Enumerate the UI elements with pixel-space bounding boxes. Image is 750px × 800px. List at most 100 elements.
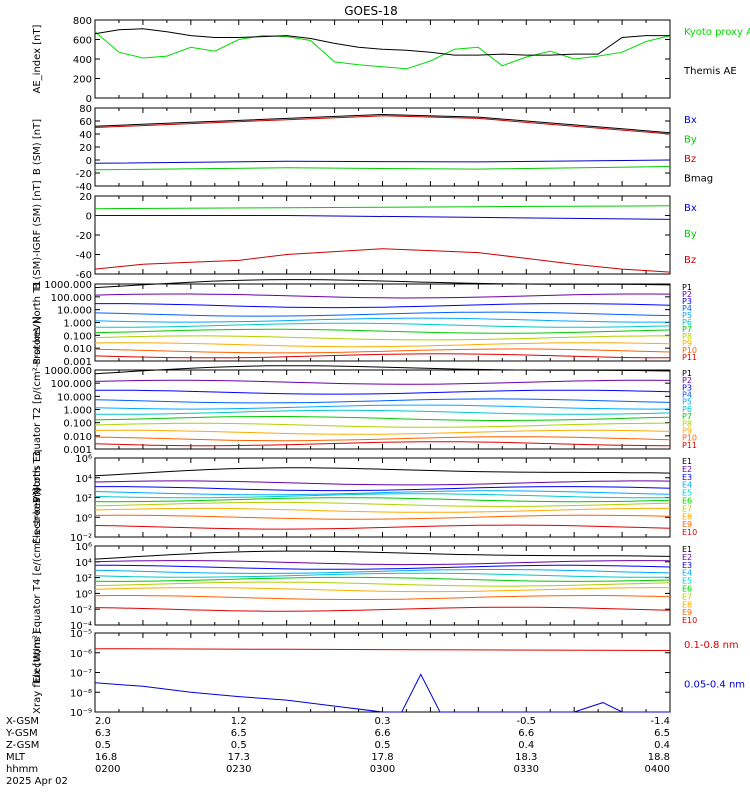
- legend-entry: 0.1-0.8 nm: [684, 640, 739, 651]
- series-line: [95, 215, 671, 220]
- legend-entry: P6: [682, 405, 692, 414]
- ytick-label: 10²: [75, 574, 92, 585]
- legend-entry: E2: [682, 553, 692, 562]
- channel-line: [94, 365, 671, 375]
- ephem-value: 0.4: [654, 740, 670, 751]
- ephem-value: 6.3: [95, 728, 111, 739]
- channel-line: [94, 501, 671, 507]
- channel-line: [94, 507, 670, 513]
- panel-1: 0 200 400 600 800 AE_index [nT] Kyoto proxy AE…: [32, 16, 750, 105]
- ytick-label: 10⁰: [75, 589, 92, 600]
- ephem-row-label: MLT: [6, 752, 26, 763]
- legend-entry: By: [684, 135, 697, 146]
- ytick-label: 10.000: [57, 392, 92, 403]
- legend-entry: E7: [682, 592, 692, 601]
- ephem-value: 6.6: [518, 728, 534, 739]
- legend-entry: 0.05-0.4 nm: [684, 680, 745, 691]
- channel-line: [94, 514, 671, 520]
- channel-line: [94, 293, 671, 299]
- ytick-label: 800: [73, 16, 92, 27]
- ephem-row-label: Y-GSM: [5, 728, 38, 739]
- ytick-label: -60: [76, 270, 92, 281]
- legend-entry: By: [684, 229, 697, 240]
- channel-line: [94, 480, 671, 486]
- series-line: [94, 115, 671, 135]
- ephem-row-label: hhmm: [6, 764, 38, 775]
- legend-entry: E9: [682, 608, 692, 617]
- ephem-value: 0300: [370, 764, 395, 775]
- ytick-label: 10⁻⁹: [70, 708, 92, 719]
- ytick-label: 10⁴: [75, 474, 92, 485]
- panel-5: 0.0010.0100.1001.00010.000100.0001000.00…: [32, 316, 697, 503]
- panel-8: 10⁻⁹ 10⁻⁸ 10⁻⁷ 10⁻⁶ 10⁻⁵ Xray flux [W/m²] 0.1-…: [32, 629, 745, 719]
- channel-line: [94, 581, 671, 587]
- ytick-label: 10⁻²: [70, 605, 92, 616]
- ephem-value: 0200: [95, 764, 120, 775]
- channel-line: [94, 422, 670, 428]
- channel-line: [94, 317, 670, 323]
- legend-entry: P9: [682, 426, 692, 435]
- legend-entry: E3: [682, 561, 692, 570]
- legend-entry: P10: [682, 434, 697, 443]
- legend-entry: E5: [682, 489, 692, 498]
- channel-line: [94, 348, 671, 354]
- legend-entry: Themis AE: [683, 66, 737, 77]
- legend-entry: P1: [682, 369, 692, 378]
- ytick-label: 1.000: [63, 406, 92, 417]
- series-line: [94, 648, 671, 651]
- ytick-label: 200: [73, 75, 92, 86]
- ytick-label: 10⁶: [75, 454, 92, 465]
- series-line: [94, 205, 671, 210]
- channel-line: [94, 404, 671, 410]
- y-axis-label: B (SM)-IGRF (SM) [nT]: [32, 180, 43, 289]
- ephem-value: -1.4: [650, 716, 670, 727]
- channel-line: [94, 311, 671, 317]
- legend-entry: Kyoto proxy AE: [684, 27, 750, 38]
- ytick-label: 0.001: [63, 445, 92, 456]
- ephem-value: 0.5: [95, 740, 111, 751]
- legend-entry: P2: [682, 290, 692, 299]
- ytick-label: 100.000: [51, 293, 92, 304]
- channel-line: [94, 550, 671, 560]
- channel-line: [95, 486, 671, 492]
- ephem-value: 0330: [514, 764, 539, 775]
- legend-entry: E9: [682, 520, 692, 529]
- panel-frame: [94, 19, 671, 99]
- channel-line: [94, 606, 671, 612]
- ytick-label: -40: [76, 251, 92, 262]
- legend-entry: E4: [682, 481, 692, 490]
- channel-line: [95, 303, 671, 309]
- channel-line: [94, 379, 671, 385]
- channel-line: [94, 436, 671, 442]
- channel-line: [94, 441, 671, 447]
- ephem-value: 0.3: [375, 716, 391, 727]
- channel-line: [94, 322, 671, 328]
- ytick-label: 10⁻⁶: [70, 649, 92, 660]
- legend-entry: E2: [682, 465, 692, 474]
- channel-line: [94, 416, 671, 422]
- legend-entry: P6: [682, 318, 692, 327]
- ytick-label: 0: [86, 212, 92, 223]
- panel-3: -60 -40 -20 0 20 B (SM)-IGRF (SM) [nT] Bx By Bz: [32, 180, 697, 289]
- channel-line: [94, 493, 671, 499]
- ytick-label: 400: [73, 55, 92, 66]
- ephem-value: 17.3: [228, 752, 250, 763]
- legend-entry: P2: [682, 376, 692, 385]
- ytick-label: 0.010: [63, 432, 92, 443]
- legend-entry: E5: [682, 577, 692, 586]
- ytick-label: 20: [79, 143, 92, 154]
- ephem-value: 6.5: [654, 728, 670, 739]
- channel-line: [94, 524, 671, 530]
- y-axis-label: Xray flux [W/m²]: [32, 631, 43, 714]
- ytick-label: 1000.000: [44, 366, 92, 377]
- channel-line: [94, 587, 670, 593]
- ytick-label: 0: [86, 94, 92, 105]
- ephem-value: 6.6: [375, 728, 391, 739]
- channel-line: [94, 572, 670, 578]
- channel-line: [94, 569, 671, 574]
- ephem-value: 0.5: [231, 740, 247, 751]
